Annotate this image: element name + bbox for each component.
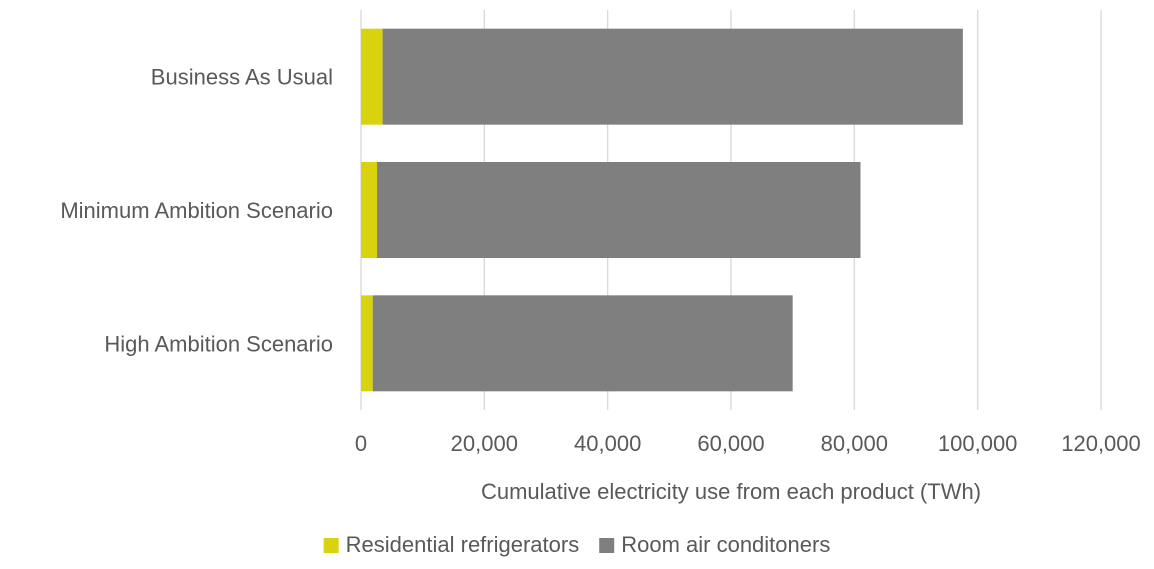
category-label: Minimum Ambition Scenario — [60, 198, 333, 223]
legend: Residential refrigerators Room air condit… — [323, 532, 830, 557]
x-tick-labels: 0 20,000 40,000 60,000 80,000 100,000 120,000 — [355, 431, 1141, 456]
category-label: Business As Usual — [151, 65, 333, 90]
x-tick-label: 80,000 — [821, 431, 888, 456]
x-axis-title: Cumulative electricity use from each pro… — [481, 479, 981, 504]
x-tick-label: 40,000 — [574, 431, 641, 456]
legend-swatch-0 — [323, 538, 339, 553]
bar-layer — [361, 28, 963, 392]
bar-segment-2-0 — [361, 295, 373, 392]
bar-segment-1-0 — [361, 162, 378, 258]
bar-segment-2-1 — [372, 295, 793, 392]
x-tick-label: 100,000 — [938, 431, 1018, 456]
bar-segment-0-1 — [382, 28, 963, 125]
legend-swatch-1 — [599, 538, 615, 553]
bar-segment-1-1 — [377, 162, 861, 258]
category-labels: Business As Usual Minimum Ambition Scenar… — [60, 65, 333, 357]
x-tick-label: 60,000 — [697, 431, 764, 456]
category-label: High Ambition Scenario — [104, 331, 333, 356]
legend-label: Residential refrigerators — [346, 532, 580, 557]
x-tick-label: 120,000 — [1061, 431, 1141, 456]
x-tick-label: 0 — [355, 431, 367, 456]
legend-label: Room air conditoners — [621, 532, 830, 557]
bar-segment-0-0 — [361, 28, 383, 125]
x-tick-label: 20,000 — [451, 431, 518, 456]
